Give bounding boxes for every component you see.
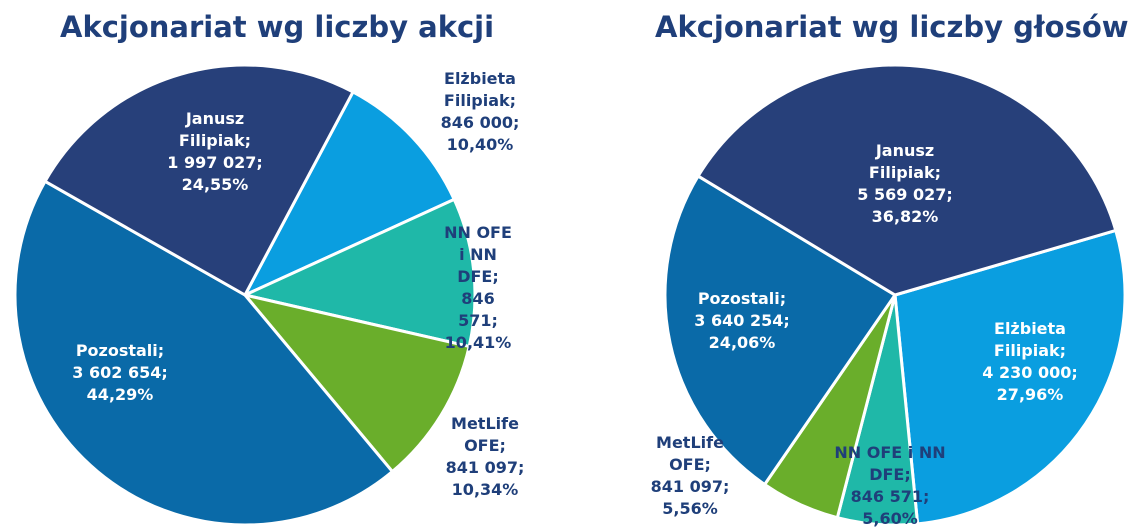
- slice-shares: 841 097;: [650, 477, 730, 496]
- chart-title: Akcjonariat wg liczby głosów: [655, 10, 1129, 44]
- slice-label: Elżbieta Filipiak; 846 000; 10,40%: [430, 68, 530, 156]
- pie-slice: [893, 228, 1127, 526]
- slice-shares: 846 000;: [440, 113, 520, 132]
- slice-label: NN OFE i NN DFE; 846 571; 5,60%: [824, 442, 956, 530]
- slice-name: MetLife OFE;: [656, 433, 724, 474]
- slice-shares: 1 997 027;: [167, 153, 263, 172]
- slice-percent: 10,41%: [444, 333, 512, 352]
- slice-percent: 10,40%: [446, 135, 514, 154]
- slice-name: Pozostali;: [697, 289, 787, 308]
- slice-percent: 24,55%: [181, 175, 249, 194]
- pie-slice: [43, 63, 355, 297]
- slice-percent: 5,56%: [662, 499, 718, 518]
- slice-name: Janusz Filipiak;: [868, 141, 942, 182]
- slice-percent: 44,29%: [86, 385, 154, 404]
- slice-shares: 3 640 254;: [694, 311, 790, 330]
- pie-slice: [696, 63, 1118, 297]
- slice-shares: 846 571;: [850, 487, 930, 506]
- slice-percent: 5,60%: [862, 509, 918, 528]
- slice-name: Janusz Filipiak;: [178, 109, 252, 150]
- slice-name: Elżbieta Filipiak;: [443, 69, 517, 110]
- slice-label: MetLife OFE; 841 097; 10,34%: [435, 413, 535, 501]
- pie-slice: [243, 293, 471, 474]
- slice-name: MetLife OFE;: [451, 414, 519, 455]
- slice-label: Pozostali; 3 640 254; 24,06%: [682, 288, 802, 354]
- slice-shares: 846 571;: [458, 289, 498, 330]
- slice-label: NN OFE i NN DFE; 846 571; 10,41%: [439, 222, 517, 354]
- slice-label: Elżbieta Filipiak; 4 230 000; 27,96%: [970, 318, 1090, 406]
- slice-label: MetLife OFE; 841 097; 5,56%: [645, 432, 735, 520]
- slice-shares: 3 602 654;: [72, 363, 168, 382]
- slice-shares: 4 230 000;: [982, 363, 1078, 382]
- slice-name: NN OFE i NN DFE;: [834, 443, 946, 484]
- pie-slice: [13, 179, 394, 527]
- slice-name: Elżbieta Filipiak;: [993, 319, 1067, 360]
- slice-shares: 841 097;: [445, 458, 525, 477]
- slice-label: Pozostali; 3 602 654; 44,29%: [60, 340, 180, 406]
- pie-slice: [663, 174, 897, 486]
- slice-label: Janusz Filipiak; 1 997 027; 24,55%: [160, 108, 270, 196]
- slice-shares: 5 569 027;: [857, 185, 953, 204]
- pie-slice: [243, 197, 477, 348]
- chart-title: Akcjonariat wg liczby akcji: [60, 10, 495, 44]
- slice-name: Pozostali;: [75, 341, 165, 360]
- slice-percent: 10,34%: [451, 480, 519, 499]
- slice-name: NN OFE i NN DFE;: [444, 223, 512, 286]
- slice-percent: 27,96%: [996, 385, 1064, 404]
- pie-slice: [243, 90, 456, 297]
- slice-percent: 24,06%: [708, 333, 776, 352]
- slice-percent: 36,82%: [871, 207, 939, 226]
- slice-label: Janusz Filipiak; 5 569 027; 36,82%: [845, 140, 965, 228]
